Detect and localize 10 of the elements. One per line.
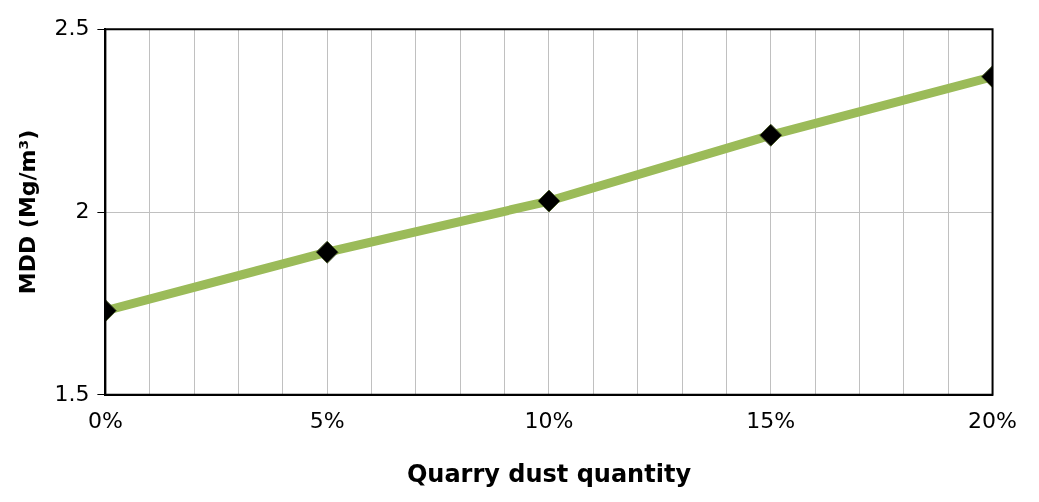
y-tick-label: 2 <box>75 197 90 223</box>
x-tick-label: 20% <box>968 407 1017 433</box>
y-tick-label: 2.5 <box>54 14 90 40</box>
x-axis-title: Quarry dust quantity <box>406 459 692 488</box>
y-axis-title: MDD (Mg/m³) <box>14 129 40 295</box>
y-tick-label: 1.5 <box>54 380 90 406</box>
x-tick-label: 0% <box>87 407 123 433</box>
x-tick-label: 5% <box>309 407 345 433</box>
x-tick-label: 10% <box>524 407 574 433</box>
x-tick-label: 15% <box>746 407 796 433</box>
